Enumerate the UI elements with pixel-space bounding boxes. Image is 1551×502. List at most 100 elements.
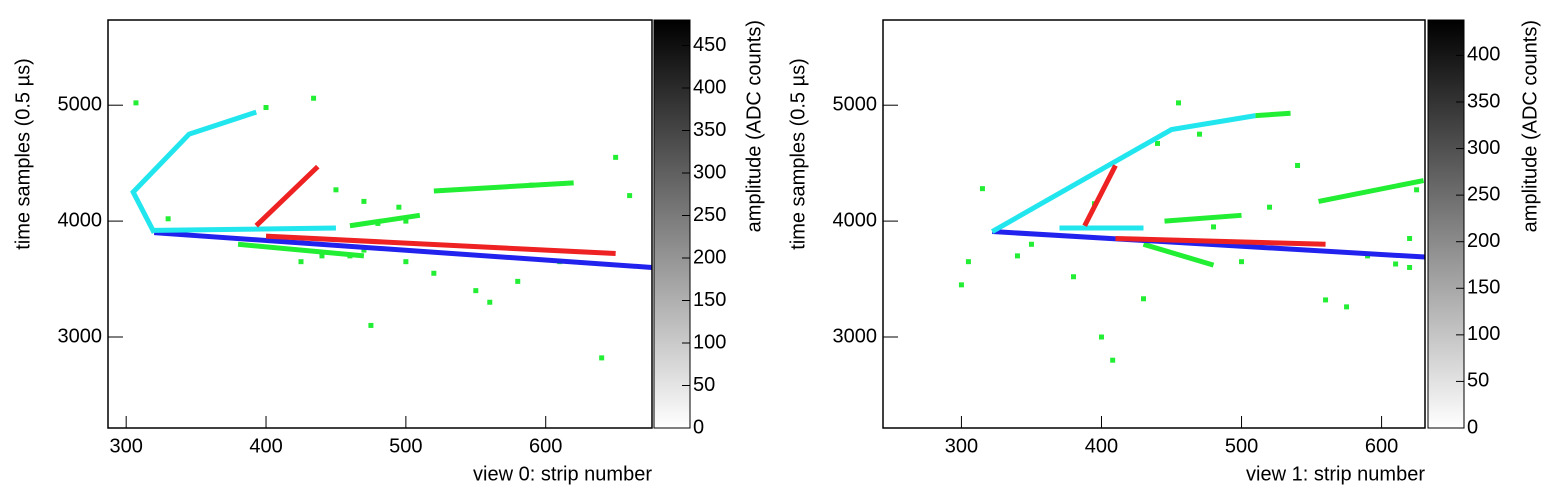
- plot-frame: [107, 19, 653, 429]
- track: [1318, 178, 1425, 204]
- hit: [133, 100, 139, 106]
- x-tick-label: 300: [109, 435, 142, 457]
- hit: [431, 270, 437, 276]
- z-tick-label: 50: [693, 374, 715, 396]
- track: [1082, 164, 1118, 227]
- track: [1115, 235, 1326, 247]
- hit: [1140, 296, 1146, 302]
- y-tick-label: 5000: [58, 93, 103, 115]
- hit: [368, 322, 374, 328]
- hit: [958, 282, 964, 288]
- y-tick-label: 4000: [833, 209, 878, 231]
- y-axis-label: time samples (0.5 µs): [787, 58, 809, 250]
- hit: [487, 299, 493, 305]
- hit: [403, 218, 409, 224]
- hit: [979, 186, 985, 192]
- hit: [1211, 224, 1217, 230]
- hit: [1407, 235, 1413, 241]
- hit: [1414, 187, 1420, 193]
- track: [254, 164, 320, 228]
- hit: [298, 259, 304, 265]
- hit: [965, 259, 971, 265]
- track: [130, 109, 258, 234]
- x-tick-label: 600: [529, 435, 562, 457]
- z-tick-label: 0: [693, 416, 704, 438]
- y-tick-label: 3000: [833, 325, 878, 347]
- hit: [361, 247, 367, 253]
- hit: [1295, 162, 1301, 168]
- hit: [361, 198, 367, 204]
- z-tick-label: 400: [693, 76, 726, 98]
- track: [1164, 212, 1242, 224]
- y-tick-label: 5000: [833, 93, 878, 115]
- plot-frame: [882, 19, 1426, 429]
- z-tick-label: 200: [693, 246, 726, 268]
- track: [992, 229, 1426, 260]
- x-tick-label: 300: [945, 435, 978, 457]
- z-axis-label: amplitude (ADC counts): [743, 20, 765, 232]
- x-tick-label: 400: [249, 435, 282, 457]
- hit: [473, 288, 479, 294]
- track: [1142, 241, 1215, 268]
- z-tick-label: 300: [693, 161, 726, 183]
- z-tick-label: 200: [1467, 230, 1500, 252]
- hit: [1155, 140, 1161, 146]
- hit: [311, 95, 317, 101]
- hit: [165, 216, 171, 222]
- track: [153, 230, 653, 270]
- z-tick-label: 100: [693, 331, 726, 353]
- z-tick-label: 250: [1467, 183, 1500, 205]
- track: [154, 225, 336, 233]
- hit: [1098, 334, 1104, 340]
- hit: [396, 204, 402, 210]
- z-tick-label: 400: [1467, 44, 1500, 66]
- x-axis-label: view 1: strip number: [1246, 463, 1425, 485]
- hit: [515, 278, 521, 284]
- hit: [333, 187, 339, 193]
- z-tick-label: 150: [1467, 277, 1500, 299]
- track: [237, 241, 365, 259]
- hit: [1407, 264, 1413, 270]
- hit: [1176, 100, 1182, 106]
- track: [433, 180, 574, 194]
- hit: [347, 253, 353, 259]
- z-tick-label: 50: [1467, 370, 1489, 392]
- hit: [529, 182, 535, 188]
- z-tick-label: 100: [1467, 323, 1500, 345]
- hit: [1197, 131, 1203, 137]
- track: [991, 113, 1256, 234]
- hit: [1344, 304, 1350, 310]
- hit: [1323, 297, 1329, 303]
- hit: [613, 154, 619, 160]
- hit: [1239, 259, 1245, 265]
- x-tick-label: 500: [1225, 435, 1258, 457]
- hit: [599, 355, 605, 361]
- hit: [1028, 241, 1034, 247]
- color-bar: [1427, 19, 1465, 429]
- z-tick-label: 250: [693, 204, 726, 226]
- track: [349, 212, 421, 229]
- y-axis-label: time samples (0.5 µs): [12, 58, 34, 250]
- x-tick-label: 400: [1085, 435, 1118, 457]
- x-tick-label: 600: [1365, 435, 1398, 457]
- z-tick-label: 0: [1467, 416, 1478, 438]
- track: [265, 233, 616, 257]
- hit: [1267, 204, 1273, 210]
- z-tick-label: 300: [1467, 137, 1500, 159]
- z-tick-label: 150: [693, 289, 726, 311]
- z-tick-label: 450: [693, 34, 726, 56]
- y-tick-label: 4000: [58, 209, 103, 231]
- hit: [375, 220, 381, 226]
- hit: [1393, 261, 1399, 267]
- x-axis-label: view 0: strip number: [473, 463, 652, 485]
- hit: [403, 259, 409, 265]
- z-axis-label: amplitude (ADC counts): [1519, 20, 1541, 232]
- track: [1255, 110, 1291, 119]
- hit: [263, 105, 269, 111]
- color-bar: [653, 19, 691, 429]
- y-tick-label: 3000: [58, 325, 103, 347]
- z-tick-label: 350: [693, 119, 726, 141]
- hit: [319, 253, 325, 259]
- hit: [1070, 274, 1076, 280]
